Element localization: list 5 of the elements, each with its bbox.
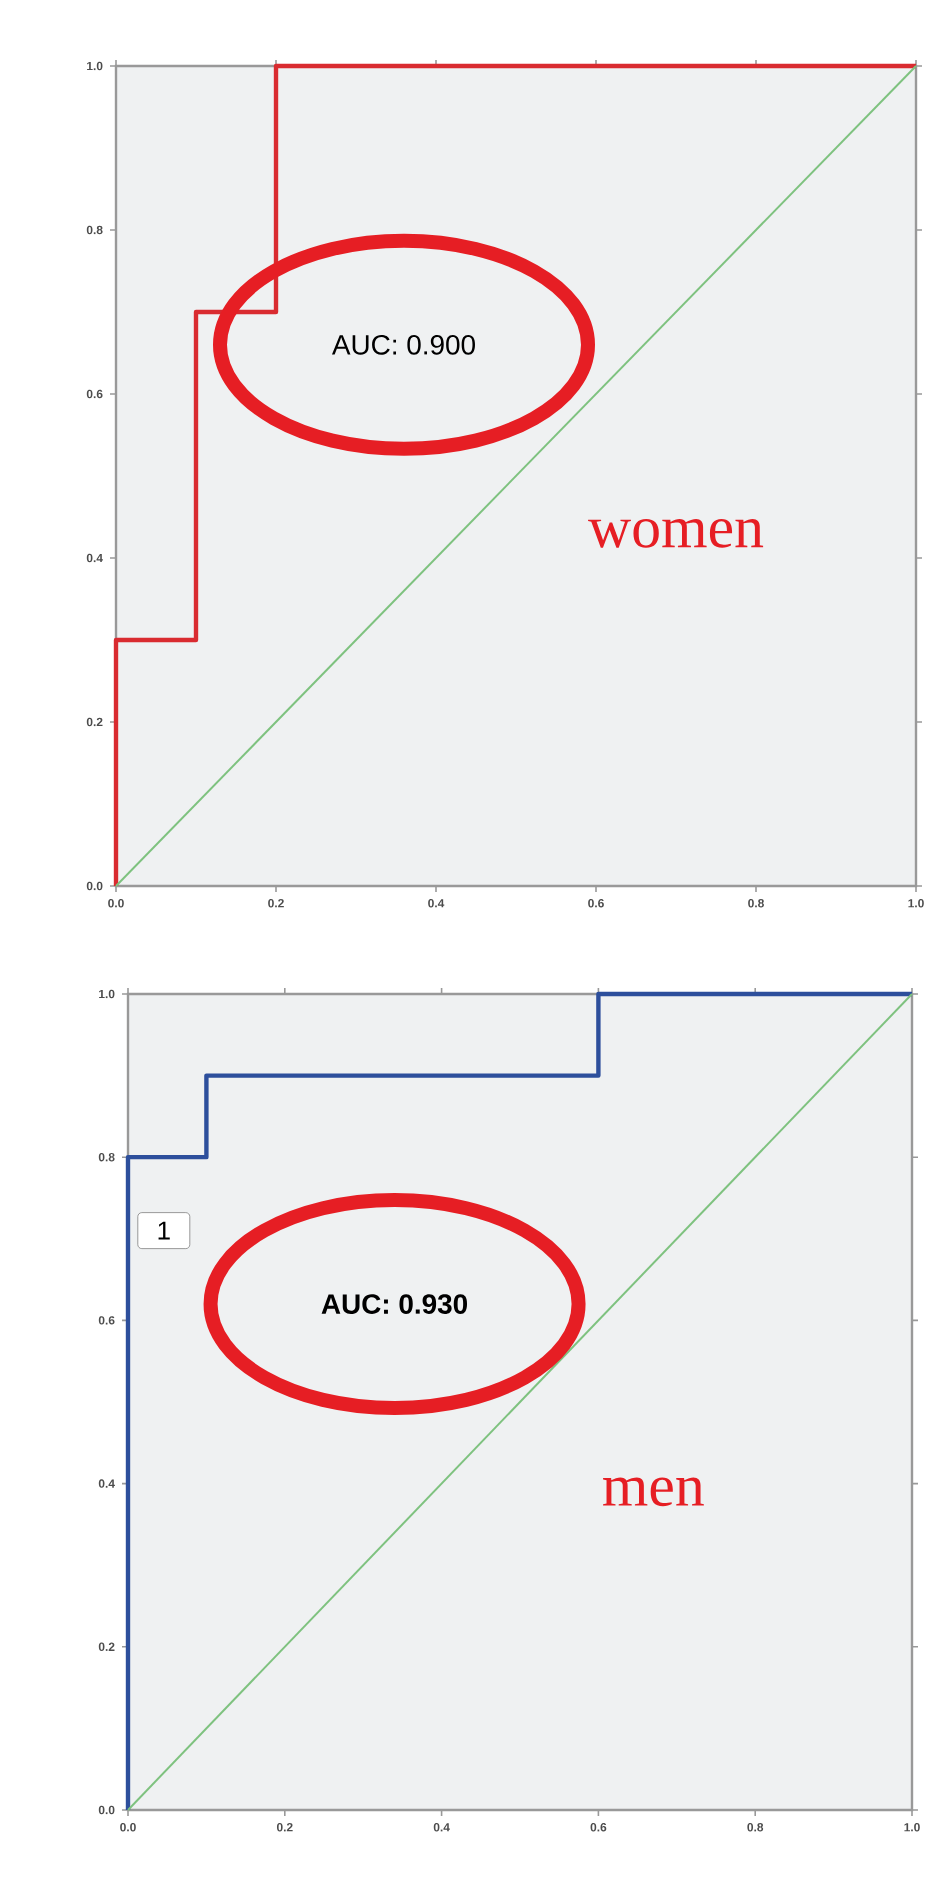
annotation: AUC: 0.930 — [321, 1294, 468, 1314]
annotation: men — [603, 1477, 704, 1507]
annotation: AUC: 0.900 — [331, 334, 475, 355]
annotation: 1 — [158, 1221, 170, 1240]
annotation: women — [588, 519, 764, 548]
